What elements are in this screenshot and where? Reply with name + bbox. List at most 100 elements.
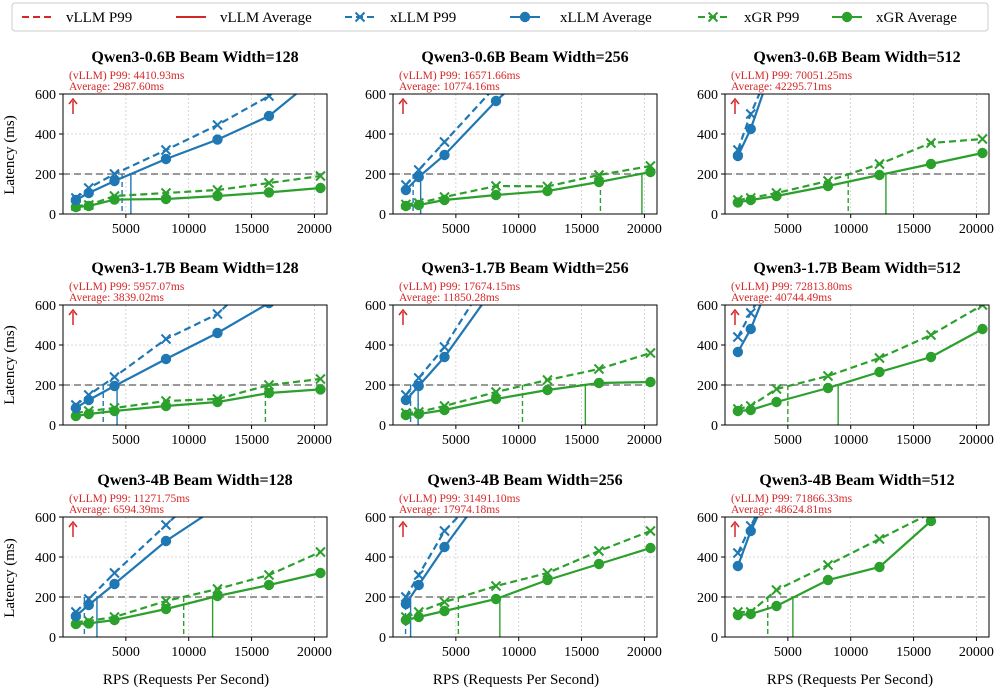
x-tick-label: 10000 [501, 645, 536, 660]
x-tick-label: 5000 [112, 222, 140, 237]
xgr-average-point [977, 323, 988, 335]
xgr-p99-point [874, 158, 885, 170]
xllm-p99-point [439, 341, 450, 353]
y-tick-label: 600 [697, 511, 718, 526]
xllm-p99-point [109, 567, 120, 579]
y-tick-label: 600 [697, 299, 718, 314]
subplot-1: Qwen3-0.6B Beam Width=128 (vLLM) P99: 441… [35, 49, 332, 237]
xllm-average-point [732, 560, 744, 572]
subplot-title: Qwen3-0.6B Beam Width=512 [753, 49, 960, 66]
subplot-title: Qwen3-4B Beam Width=512 [759, 472, 954, 489]
xllm-p99-point [263, 94, 275, 102]
x-tick-label: 15000 [234, 645, 269, 660]
xllm-average-point [83, 394, 94, 406]
xllm-average-point [70, 402, 82, 414]
xgr-p99-point [439, 596, 450, 608]
xgr-average-point [490, 393, 502, 405]
xgr-average-point [70, 410, 82, 422]
xllm-p99-point [109, 371, 120, 383]
xgr-average-point [70, 618, 82, 630]
vllm-off-chart-arrow [68, 520, 78, 537]
x-tick-label: 5000 [442, 222, 470, 237]
xgr-p99-point [822, 559, 834, 571]
x-tick-label: 15000 [234, 433, 269, 448]
x-tick-label: 5000 [112, 645, 140, 660]
xgr-p99-point [874, 533, 885, 545]
xgr-average-point [109, 614, 120, 626]
subplot-4: Qwen3-1.7B Beam Width=128 (vLLM) P99: 595… [35, 260, 332, 448]
y-tick-label: 0 [379, 419, 386, 434]
xgr-p99-point [925, 329, 937, 341]
vllm-p99-note: (vLLM) P99: 72813.80ms [731, 281, 853, 293]
xgr-average-point [109, 194, 120, 205]
series-layer [732, 305, 988, 417]
xgr-average-point [212, 190, 223, 202]
x-tick-label: 5000 [442, 645, 470, 660]
xgr-average-point [745, 404, 756, 416]
vllm-average-note: Average: 11850.28ms [399, 292, 500, 304]
y-tick-label: 600 [365, 299, 386, 314]
legend: vLLM P99 vLLM Average xLLM P99 xLLM Aver… [11, 2, 989, 32]
series-layer [400, 50, 656, 212]
xgr-average-point [771, 190, 782, 202]
xgr-average-point [542, 384, 553, 396]
y-tick-label: 600 [35, 88, 56, 103]
xgr-p99-line [737, 517, 926, 614]
y-tick-label: 200 [697, 379, 718, 394]
subplot-grid: Qwen3-0.6B Beam Width=128 (vLLM) P99: 441… [35, 49, 994, 660]
xgr-average-point [83, 618, 94, 629]
xgr-average-point [212, 590, 223, 602]
xgr-average-point [315, 567, 326, 579]
xllm-average-point [745, 123, 756, 135]
xgr-p99-point [771, 584, 782, 596]
vllm-average-note: Average: 2987.60ms [69, 81, 164, 93]
vllm-off-chart-arrow [730, 97, 740, 114]
xllm-average-point [263, 110, 275, 122]
legend-frame [11, 2, 989, 32]
xgr-p99-line [737, 305, 984, 411]
xgr-p99-point [645, 347, 656, 359]
y-tick-label: 600 [35, 511, 56, 526]
xllm-average-point [315, 260, 325, 270]
xgr-average-point [874, 169, 885, 181]
xllm-p99-line [736, 94, 761, 151]
legend-item-vllm-p99: vLLM P99 [22, 10, 132, 26]
y-tick-label: 0 [711, 419, 718, 434]
xllm-average-point [212, 134, 223, 145]
xgr-average-point [822, 574, 834, 586]
xllm-p99-point [439, 136, 450, 148]
x-tick-label: 10000 [833, 222, 868, 237]
xllm-average-point [264, 305, 274, 309]
x-tick-label: 20000 [297, 645, 332, 660]
xllm-average-point [70, 610, 82, 622]
y-tick-label: 400 [35, 551, 56, 566]
x-tick-label: 5000 [774, 433, 802, 448]
y-tick-label: 400 [365, 339, 386, 354]
xgr-p99-point [315, 546, 326, 558]
axes-frame [62, 93, 328, 215]
series-layer [70, 94, 326, 213]
y-tick-label: 200 [697, 591, 718, 606]
series-layer [400, 305, 656, 421]
y-tick-label: 200 [365, 591, 386, 606]
xgr-average-point [263, 187, 275, 198]
xgr-average-point [490, 189, 502, 201]
xgr-p99-point [315, 170, 326, 182]
xllm-p99-point [732, 331, 744, 343]
vllm-off-chart-arrow [730, 520, 740, 537]
x-tick-label: 15000 [564, 222, 599, 237]
subplot-9: Qwen3-4B Beam Width=512 (vLLM) P99: 71866… [697, 472, 994, 660]
x-tick-label: 10000 [171, 222, 206, 237]
xllm-average-point [109, 380, 120, 392]
xllm-average-point [745, 323, 756, 335]
xllm-p99-point [646, 50, 655, 59]
xllm-average-point [413, 579, 424, 591]
y-tick-label: 400 [365, 551, 386, 566]
xgr-p99-point [263, 379, 275, 391]
xllm-average-point [439, 351, 450, 363]
subplot-8: Qwen3-4B Beam Width=256 (vLLM) P99: 31491… [365, 472, 662, 660]
x-tick-label: 15000 [896, 433, 931, 448]
xgr-average-point [977, 147, 988, 159]
xgr-average-point [593, 558, 605, 570]
